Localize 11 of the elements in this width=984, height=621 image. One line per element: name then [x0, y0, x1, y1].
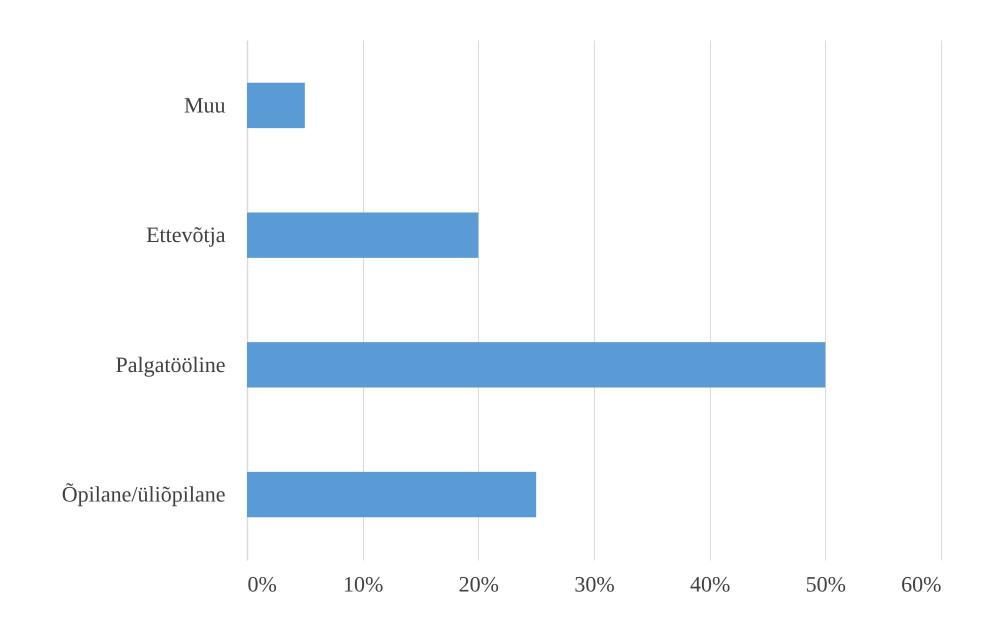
x-tick-label: 10% [343, 572, 384, 596]
x-tick-label: 50% [806, 572, 846, 596]
x-tick-label: 0% [248, 572, 277, 596]
y-tick-label: Muu [184, 92, 226, 118]
y-tick-label: Ettevõtja [146, 222, 226, 248]
y-tick-label: Õpilane/üliõpilane [62, 482, 226, 507]
x-tick-label: 20% [458, 572, 499, 596]
x-tick-label: 60% [901, 572, 942, 596]
x-tick-label: 40% [690, 572, 730, 596]
x-tick-label: 30% [574, 572, 615, 596]
y-tick-label: Palgatööline [116, 352, 226, 377]
